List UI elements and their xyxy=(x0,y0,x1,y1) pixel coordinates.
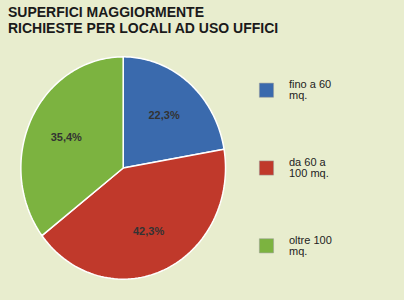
svg-text:42,3%: 42,3% xyxy=(133,225,164,237)
svg-text:fino a 60mq.: fino a 60mq. xyxy=(289,78,331,101)
svg-text:22,3%: 22,3% xyxy=(148,109,179,121)
svg-text:da 60 a100 mq.: da 60 a100 mq. xyxy=(289,156,329,179)
svg-text:oltre 100mq.: oltre 100mq. xyxy=(289,234,332,257)
html-text:SUPERFICI MAGGIORMENTE RICHIES: SUPERFICI MAGGIORMENTE RICHIESTE PER LOC… xyxy=(8,4,279,37)
svg-text:35,4%: 35,4% xyxy=(51,131,82,143)
